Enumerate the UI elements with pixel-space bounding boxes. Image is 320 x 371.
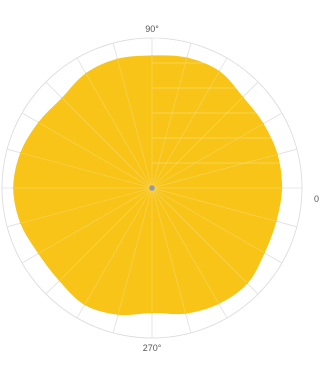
data-point: [246, 282, 249, 285]
data-point: [276, 153, 279, 155]
data-point: [37, 253, 39, 255]
center-dot: [149, 185, 155, 191]
spoke-overlay: [151, 57, 228, 189]
data-point: [116, 58, 118, 60]
spoke-overlay: [45, 81, 153, 189]
data-point: [218, 70, 221, 72]
spoke-overlay: [112, 43, 153, 189]
axis-labels: 90° 270° 0: [143, 24, 319, 353]
spoke-overlay: [151, 187, 259, 295]
data-point: [58, 280, 60, 282]
spoke-overlay: [151, 148, 297, 189]
spoke-overlay: [45, 187, 153, 295]
spoke-overlay: [76, 187, 153, 319]
spoke-overlay: [151, 187, 297, 228]
spoke-overlay: [151, 187, 228, 319]
data-point: [185, 312, 187, 315]
spoke-overlay: [76, 57, 153, 189]
data-point: [151, 54, 153, 57]
data-point: [263, 252, 266, 254]
spoke-overlay: [112, 187, 153, 333]
data-point: [275, 220, 277, 222]
data-point: [151, 312, 153, 314]
spoke-overlay: [151, 187, 192, 333]
data-point: [242, 96, 244, 98]
angular-tick-label: 0: [314, 194, 319, 204]
data-point: [83, 304, 86, 306]
angular-tick-label: 270°: [143, 343, 162, 353]
spoke-overlay: [21, 187, 153, 264]
data-point: [19, 152, 21, 154]
grid-overlay: [2, 37, 320, 338]
data-point: [117, 314, 119, 316]
data-point: [218, 303, 220, 305]
spoke-overlay: [7, 187, 153, 228]
data-point: [281, 187, 283, 189]
data-point: [19, 222, 21, 224]
spoke-overlay: [151, 43, 192, 189]
data-point: [262, 123, 265, 125]
series-area: [13, 55, 283, 316]
spoke-overlay: [21, 112, 153, 189]
data-point: [186, 57, 188, 59]
data-point: [37, 121, 39, 123]
spoke-overlay: [151, 112, 283, 189]
spoke-overlay: [7, 148, 153, 189]
spoke-overlay: [151, 187, 283, 264]
spoke-overlay: [151, 81, 259, 189]
angular-tick-label: 90°: [145, 24, 159, 34]
data-point: [85, 72, 87, 74]
series-layer: [13, 55, 283, 316]
data-point: [61, 97, 63, 99]
data-point: [12, 187, 14, 189]
